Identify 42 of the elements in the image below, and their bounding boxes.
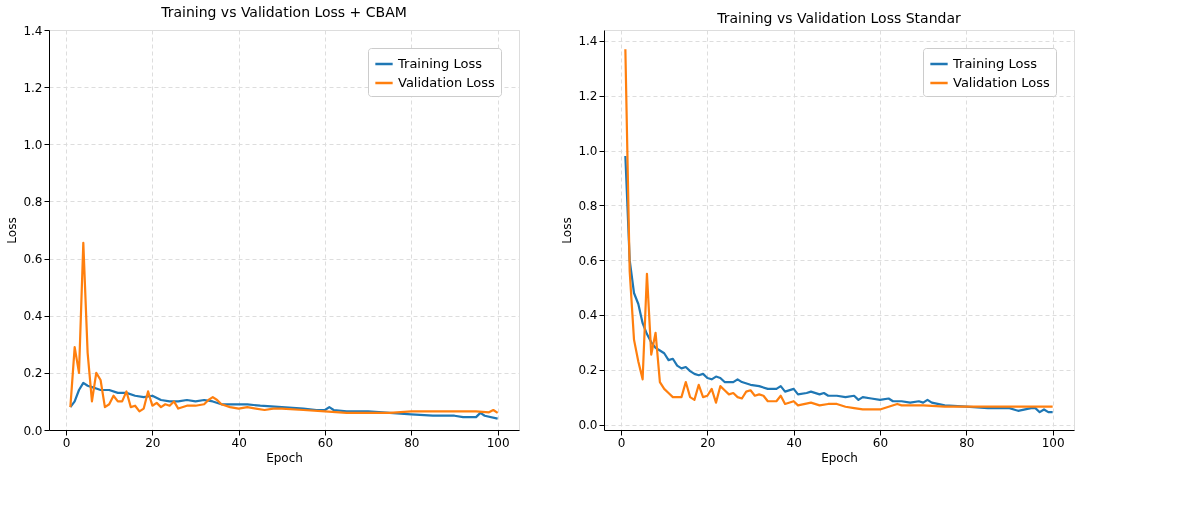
x-tick-label: 80 [959,435,975,450]
x-tick-label: 60 [317,435,334,450]
y-tick-label: 1.4 [23,23,43,38]
line-series [624,48,1054,411]
y-tick-label: 0.4 [23,309,43,324]
x-axis-title: Epoch [266,450,303,465]
y-tick-label: 0.8 [578,198,598,213]
y-tick-label: 0.0 [23,423,43,438]
line-series [69,381,499,420]
x-tick-label: 100 [486,435,510,450]
line-series [624,154,1054,414]
x-tick-label: 100 [1041,435,1065,450]
y-tick-label: 1.0 [23,137,43,152]
y-tick-label: 0.6 [23,252,43,267]
x-tick-label: 40 [231,435,247,450]
line-series [69,241,499,414]
y-tick-label: 0.2 [23,366,43,381]
y-tick-label: 0.4 [578,308,598,323]
x-tick-label: 0 [62,435,71,450]
legend-label: Training Loss [952,56,1038,71]
y-tick-label: 0.0 [578,418,598,433]
legend-label: Training Loss [397,56,483,71]
legend-label: Validation Loss [953,75,1051,90]
x-tick-label: 40 [786,435,802,450]
x-axis-title: Epoch [821,450,858,465]
y-tick-label: 1.2 [578,89,598,104]
x-tick-label: 20 [700,435,716,450]
chart-title: Training vs Validation Loss + CBAM [160,4,407,20]
y-tick-label: 1.4 [578,34,598,49]
y-tick-label: 0.2 [578,363,598,378]
chart-title: Training vs Validation Loss Standar [716,10,961,26]
y-tick-label: 1.0 [578,144,598,159]
x-tick-label: 20 [145,435,161,450]
legend-label: Validation Loss [398,75,496,90]
x-tick-label: 80 [404,435,420,450]
y-tick-label: 1.2 [23,80,43,95]
y-axis-title: Loss [560,217,575,244]
y-tick-label: 0.8 [23,194,43,209]
x-tick-label: 60 [872,435,889,450]
y-tick-label: 0.6 [578,253,598,268]
x-tick-label: 0 [617,435,626,450]
y-axis-title: Loss [5,217,20,244]
